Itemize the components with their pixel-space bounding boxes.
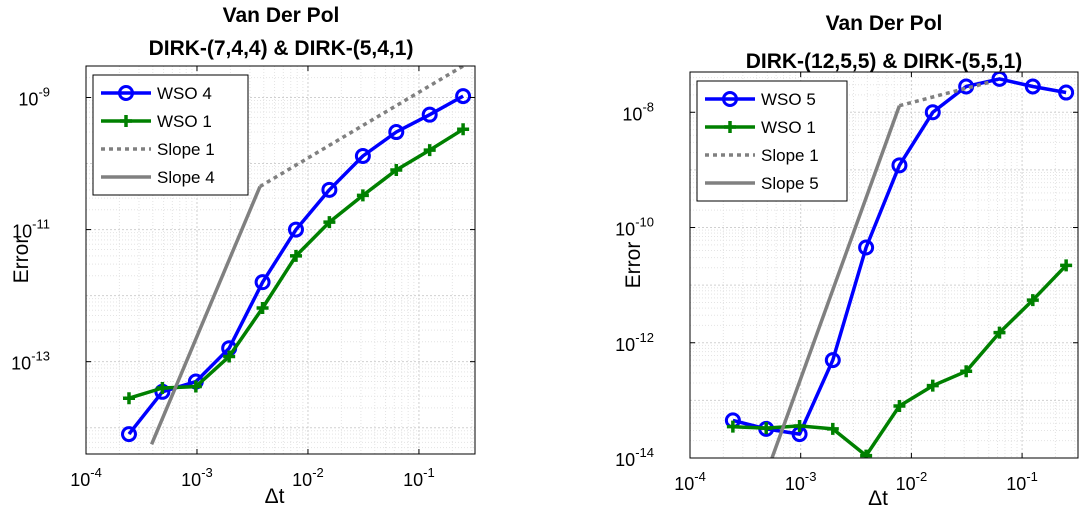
data-point [289,249,302,262]
data-point [1026,294,1039,307]
data-point [993,326,1006,339]
data-point [726,420,739,433]
y-tick-label: 10-10 [615,215,654,240]
axes-box [689,71,1079,459]
data-point [421,106,438,123]
data-point [824,352,841,369]
chart-title: Van Der Pol [826,12,943,35]
legend: WSO 4 WSO 1 Slope 1 Slope 4 [92,74,249,196]
legend-marker [120,115,132,127]
legend-label: WSO 1 [157,112,212,131]
data-point [858,239,875,256]
x-tick-label: 10-4 [674,469,706,494]
series-group [724,72,1075,458]
data-point [256,301,269,314]
x-tick-label: 10-2 [292,465,324,490]
data-point [354,148,371,165]
x-tick-label: 10-3 [181,465,213,490]
series-group [120,66,472,445]
legend-label: Slope 1 [761,146,819,165]
axes-box [85,65,476,455]
series-line-4 [770,105,902,458]
legend-label: Slope 5 [761,174,819,193]
chart-panel-2: 10-4 10-3 10-2 10-1 10-14 10-12 10-10 10-8 Van D… [615,12,1079,510]
data-point [891,157,908,174]
grid [690,72,1078,458]
y-tick-label: 10-12 [615,330,654,355]
grid [86,66,475,454]
data-point [793,419,806,432]
series-line-1 [127,94,464,436]
data-point [960,365,973,378]
data-point [926,379,939,392]
data-point [924,104,941,121]
data-point [1060,259,1073,272]
series-line-1 [732,77,1067,436]
data-point [826,422,839,435]
y-tick-label: 10-11 [12,217,50,242]
data-point [390,163,403,176]
data-point [321,181,338,198]
data-point [156,381,169,394]
x-tick-label: 10-3 [785,469,817,494]
data-point [287,221,304,238]
y-tick-label: 10-13 [11,349,50,374]
data-point [223,350,236,363]
chart-panel-1: 10-4 10-3 10-2 10-1 10-13 10-11 10-9 Van Der Po… [10,4,476,508]
legend-label: WSO 5 [761,90,816,109]
data-point [760,422,773,435]
x-tick-label: 10-1 [1006,469,1038,494]
legend-marker [724,121,736,133]
x-tick-label: 10-4 [70,465,102,490]
y-tick-label: 10-8 [622,99,654,124]
y-axis-label: Error [622,242,645,289]
legend-marker [118,85,134,101]
data-point [189,380,202,393]
chart-subtitle: DIRK-(12,5,5) & DIRK-(5,5,1) [746,50,1023,73]
data-point [1058,84,1075,101]
y-tick-label: 10-9 [18,85,50,110]
data-point [423,144,436,157]
legend-label: WSO 1 [761,118,816,137]
series-line-4 [149,185,262,445]
data-point [893,399,906,412]
legend: WSO 5 WSO 1 Slope 1 Slope 5 [696,80,848,202]
data-point [122,392,135,405]
data-point [254,274,271,291]
chart-subtitle: DIRK-(7,4,4) & DIRK-(5,4,1) [149,37,414,60]
data-point [1024,78,1041,95]
y-tick-label: 10-14 [615,445,654,470]
chart-title: Van Der Pol [223,4,340,27]
data-point [388,124,405,141]
x-axis-label: Δt [868,487,888,510]
x-tick-label: 10-2 [896,469,928,494]
y-axis-label: Error [10,237,33,284]
data-point [323,216,336,229]
legend-label: WSO 4 [157,84,212,103]
x-axis-label: Δt [265,485,285,508]
legend-label: Slope 4 [157,168,215,187]
data-point [457,123,470,136]
data-point [860,449,873,458]
x-tick-label: 10-1 [403,465,435,490]
legend-label: Slope 1 [157,140,215,159]
data-point [356,189,369,202]
data-point [455,88,472,105]
legend-marker [722,91,738,107]
legend-box [696,80,848,202]
data-point [120,426,137,443]
